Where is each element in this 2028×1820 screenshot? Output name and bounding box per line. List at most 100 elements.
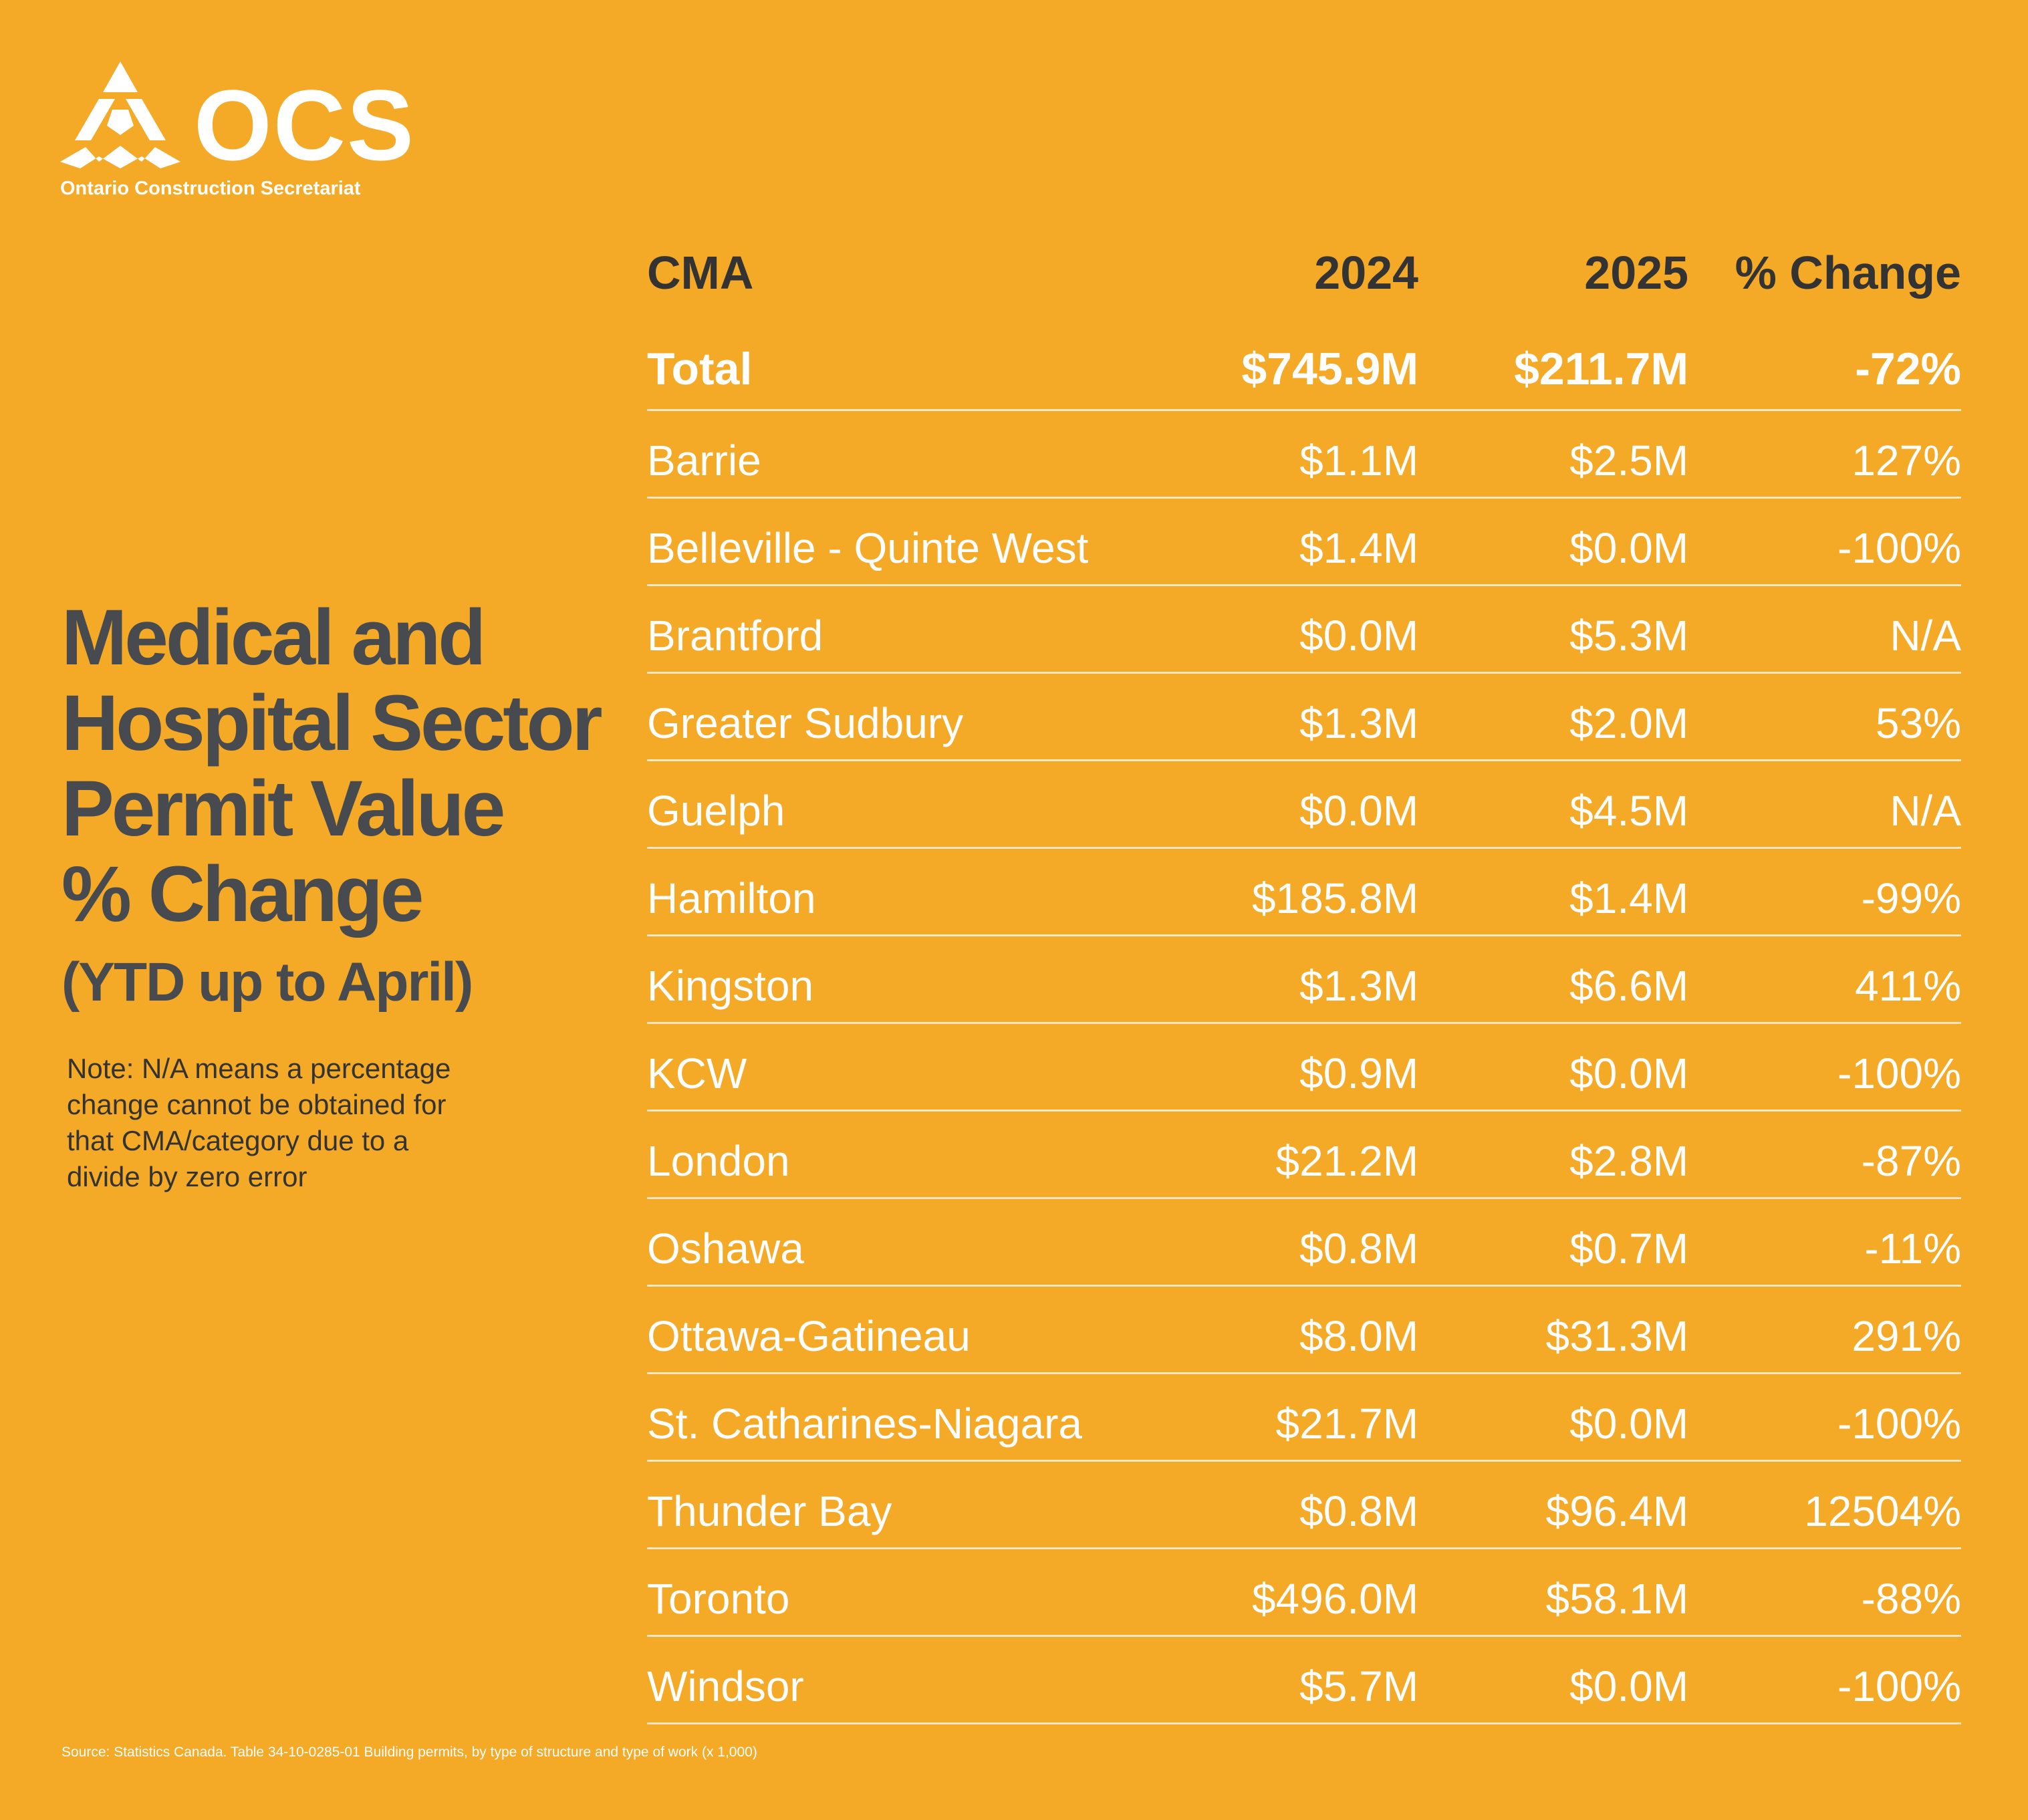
- title-line-3: Permit Value: [61, 765, 505, 853]
- note-line-3: that CMA/category due to a: [67, 1125, 409, 1156]
- total-label: Total: [647, 344, 753, 394]
- cell-cma: Windsor: [647, 1662, 804, 1710]
- cell-2025: $1.4M: [1569, 874, 1688, 922]
- cell-cma: Barrie: [647, 436, 761, 485]
- cell-2025: $0.0M: [1569, 1400, 1688, 1448]
- ocs-logo: OCS Ontario Construction Secretariat: [60, 61, 434, 202]
- note-line-2: change cannot be obtained for: [67, 1089, 447, 1120]
- column-header-2024: 2024: [1314, 247, 1418, 299]
- table-row: Thunder Bay $0.8M $96.4M 12504%: [647, 1462, 1961, 1549]
- cell-pct-change: -87%: [1861, 1137, 1961, 1185]
- cell-cma: Thunder Bay: [647, 1487, 892, 1535]
- cell-pct-change: -99%: [1861, 874, 1961, 922]
- cell-2024: $496.0M: [1251, 1575, 1418, 1623]
- cell-cma: Belleville - Quinte West: [647, 524, 1089, 572]
- cell-cma: St. Catharines-Niagara: [647, 1400, 1082, 1448]
- cell-2024: $8.0M: [1299, 1312, 1418, 1360]
- cell-2025: $2.0M: [1569, 699, 1688, 747]
- cell-2025: $2.5M: [1569, 436, 1688, 485]
- table-row: St. Catharines-Niagara $21.7M $0.0M -100%: [647, 1374, 1961, 1462]
- cell-2024: $21.2M: [1275, 1137, 1418, 1185]
- cell-pct-change: -88%: [1861, 1575, 1961, 1623]
- table-body: Barrie $1.1M $2.5M 127% Belleville - Quinte …: [647, 411, 1961, 1724]
- cell-cma: Greater Sudbury: [647, 699, 964, 747]
- cell-2025: $0.0M: [1569, 1049, 1688, 1097]
- cell-2025: $6.6M: [1569, 962, 1688, 1010]
- table-row: Ottawa-Gatineau $8.0M $31.3M 291%: [647, 1287, 1961, 1374]
- table-header-row: CMA 2024 2025 % Change: [647, 214, 1961, 314]
- cell-pct-change: -100%: [1837, 1662, 1961, 1710]
- cell-cma: Hamilton: [647, 874, 816, 922]
- page-title: Medical and Hospital Sector Permit Value…: [61, 595, 610, 937]
- logo-wordmark: OCS: [194, 69, 416, 181]
- ocs-maple-logo-icon: [60, 61, 180, 168]
- permit-value-table: CMA 2024 2025 % Change Total $745.9M $21…: [647, 214, 1961, 1724]
- table-row: Toronto $496.0M $58.1M -88%: [647, 1549, 1961, 1637]
- title-line-4: % Change: [61, 850, 424, 938]
- cell-cma: Oshawa: [647, 1224, 804, 1273]
- cell-cma: Kingston: [647, 962, 814, 1010]
- source-note: Source: Statistics Canada. Table 34-10-0…: [61, 1744, 757, 1760]
- cell-cma: Toronto: [647, 1575, 790, 1623]
- cell-pct-change: 53%: [1875, 699, 1961, 747]
- cell-2025: $31.3M: [1545, 1312, 1688, 1360]
- table-row: Barrie $1.1M $2.5M 127%: [647, 411, 1961, 499]
- table-row: Greater Sudbury $1.3M $2.0M 53%: [647, 674, 1961, 761]
- cell-pct-change: 127%: [1852, 436, 1961, 485]
- total-2024: $745.9M: [1241, 344, 1418, 394]
- cell-2025: $58.1M: [1545, 1575, 1688, 1623]
- cell-2025: $4.5M: [1569, 787, 1688, 835]
- cell-2025: $2.8M: [1569, 1137, 1688, 1185]
- title-line-2: Hospital Sector: [61, 679, 603, 767]
- column-header-2025: 2025: [1584, 247, 1688, 299]
- cell-cma: London: [647, 1137, 790, 1185]
- table-row: KCW $0.9M $0.0M -100%: [647, 1024, 1961, 1112]
- column-header-cma: CMA: [647, 247, 754, 299]
- total-pct-change: -72%: [1855, 344, 1961, 394]
- cell-2024: $1.3M: [1299, 699, 1418, 747]
- cell-2025: $0.7M: [1569, 1224, 1688, 1273]
- cell-pct-change: N/A: [1890, 612, 1961, 660]
- table-row: Kingston $1.3M $6.6M 411%: [647, 936, 1961, 1024]
- cell-2025: $0.0M: [1569, 1662, 1688, 1710]
- cell-2024: $1.4M: [1299, 524, 1418, 572]
- cell-pct-change: N/A: [1890, 787, 1961, 835]
- cell-2025: $5.3M: [1569, 612, 1688, 660]
- cell-cma: KCW: [647, 1049, 747, 1097]
- cell-pct-change: 12504%: [1804, 1487, 1961, 1535]
- table-row: Brantford $0.0M $5.3M N/A: [647, 586, 1961, 674]
- table-row: Guelph $0.0M $4.5M N/A: [647, 761, 1961, 849]
- cell-2024: $0.8M: [1299, 1224, 1418, 1273]
- note-line-1: Note: N/A means a percentage: [67, 1053, 451, 1084]
- cell-2024: $0.9M: [1299, 1049, 1418, 1097]
- logo-subtitle: Ontario Construction Secretariat: [60, 178, 361, 199]
- cell-cma: Ottawa-Gatineau: [647, 1312, 971, 1360]
- cell-pct-change: -100%: [1837, 1049, 1961, 1097]
- cell-2025: $96.4M: [1545, 1487, 1688, 1535]
- column-header-pct-change: % Change: [1735, 247, 1961, 299]
- table-row: London $21.2M $2.8M -87%: [647, 1112, 1961, 1199]
- cell-2024: $185.8M: [1251, 874, 1418, 922]
- table-total-row: Total $745.9M $211.7M -72%: [647, 314, 1961, 411]
- cell-2024: $0.0M: [1299, 612, 1418, 660]
- cell-pct-change: -100%: [1837, 524, 1961, 572]
- cell-2024: $5.7M: [1299, 1662, 1418, 1710]
- note-line-4: divide by zero error: [67, 1161, 307, 1192]
- cell-pct-change: 411%: [1855, 962, 1961, 1010]
- cell-2024: $0.0M: [1299, 787, 1418, 835]
- table-row: Oshawa $0.8M $0.7M -11%: [647, 1199, 1961, 1287]
- cell-2024: $21.7M: [1275, 1400, 1418, 1448]
- cell-2025: $0.0M: [1569, 524, 1688, 572]
- cell-pct-change: -100%: [1837, 1400, 1961, 1448]
- cell-cma: Guelph: [647, 787, 785, 835]
- total-2025: $211.7M: [1514, 344, 1688, 394]
- cell-2024: $1.3M: [1299, 962, 1418, 1010]
- cell-pct-change: 291%: [1852, 1312, 1961, 1360]
- cell-pct-change: -11%: [1864, 1224, 1961, 1273]
- cell-cma: Brantford: [647, 612, 823, 660]
- na-note: Note: N/A means a percentage change cann…: [67, 1051, 495, 1195]
- cell-2024: $0.8M: [1299, 1487, 1418, 1535]
- cell-2024: $1.1M: [1299, 436, 1418, 485]
- title-line-1: Medical and: [61, 594, 486, 682]
- table-row: Windsor $5.7M $0.0M -100%: [647, 1637, 1961, 1724]
